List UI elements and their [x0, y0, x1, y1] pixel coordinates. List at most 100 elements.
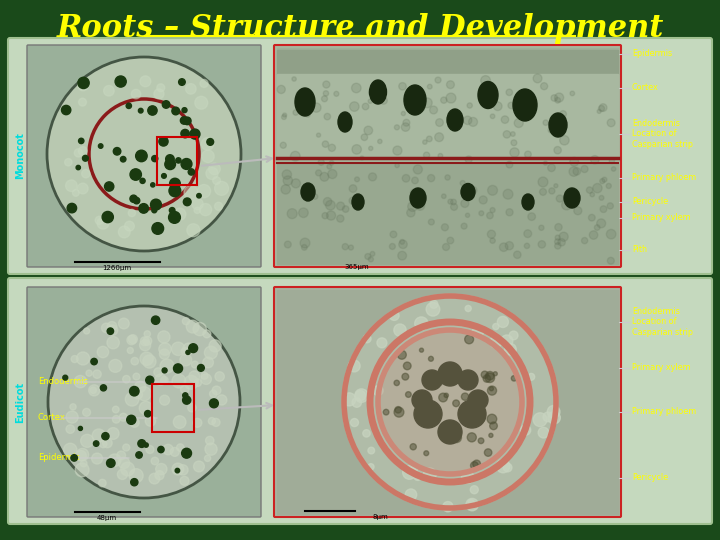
- Circle shape: [407, 208, 415, 217]
- Circle shape: [212, 177, 220, 185]
- Circle shape: [349, 197, 356, 204]
- Circle shape: [501, 335, 513, 347]
- Ellipse shape: [301, 183, 315, 201]
- Circle shape: [320, 172, 329, 181]
- Circle shape: [472, 326, 484, 338]
- Circle shape: [152, 156, 158, 161]
- Circle shape: [369, 88, 378, 97]
- Circle shape: [363, 430, 370, 437]
- Circle shape: [600, 206, 607, 213]
- Circle shape: [138, 109, 143, 113]
- Circle shape: [204, 346, 217, 359]
- Circle shape: [172, 463, 184, 475]
- Circle shape: [97, 217, 109, 229]
- Circle shape: [337, 215, 344, 222]
- Circle shape: [435, 77, 441, 83]
- Circle shape: [510, 132, 516, 136]
- Circle shape: [150, 199, 161, 210]
- Circle shape: [315, 170, 322, 176]
- Circle shape: [441, 194, 446, 199]
- Circle shape: [156, 463, 167, 475]
- Circle shape: [558, 239, 565, 246]
- Circle shape: [590, 231, 598, 239]
- Circle shape: [514, 118, 523, 127]
- Circle shape: [300, 238, 310, 248]
- Circle shape: [175, 468, 179, 473]
- Circle shape: [328, 144, 336, 151]
- Circle shape: [518, 103, 524, 109]
- Circle shape: [445, 175, 450, 180]
- Circle shape: [76, 450, 86, 461]
- Circle shape: [505, 343, 516, 355]
- Circle shape: [107, 428, 119, 440]
- Circle shape: [470, 187, 477, 194]
- Circle shape: [462, 393, 469, 400]
- Circle shape: [120, 157, 126, 162]
- Circle shape: [557, 195, 563, 202]
- Ellipse shape: [295, 88, 315, 116]
- FancyBboxPatch shape: [274, 287, 621, 517]
- Circle shape: [145, 376, 154, 384]
- Circle shape: [423, 98, 432, 108]
- Circle shape: [451, 199, 456, 205]
- Circle shape: [166, 155, 174, 163]
- Circle shape: [158, 331, 170, 343]
- Circle shape: [493, 372, 498, 376]
- Circle shape: [405, 489, 417, 501]
- Circle shape: [598, 105, 605, 111]
- Circle shape: [351, 83, 361, 93]
- Circle shape: [543, 120, 549, 125]
- Circle shape: [597, 219, 606, 228]
- Circle shape: [178, 465, 188, 475]
- Circle shape: [397, 350, 406, 359]
- Circle shape: [186, 84, 196, 94]
- Circle shape: [426, 136, 432, 142]
- Circle shape: [390, 231, 397, 238]
- Circle shape: [323, 198, 332, 206]
- Ellipse shape: [513, 89, 537, 121]
- Circle shape: [119, 318, 129, 329]
- Text: Endodermis
Location of
Casparian strip: Endodermis Location of Casparian strip: [632, 307, 693, 337]
- Circle shape: [447, 237, 454, 244]
- Bar: [277, 48, 618, 264]
- Circle shape: [541, 83, 548, 90]
- Circle shape: [299, 208, 308, 218]
- Circle shape: [534, 413, 547, 427]
- Circle shape: [91, 453, 102, 464]
- Circle shape: [184, 198, 191, 206]
- Circle shape: [131, 478, 138, 486]
- Circle shape: [161, 173, 166, 178]
- Circle shape: [485, 373, 495, 382]
- Circle shape: [423, 140, 427, 144]
- Ellipse shape: [522, 194, 534, 210]
- FancyBboxPatch shape: [27, 45, 261, 267]
- Circle shape: [599, 195, 604, 200]
- Circle shape: [548, 411, 560, 424]
- Circle shape: [107, 336, 120, 349]
- Circle shape: [117, 451, 125, 460]
- Circle shape: [323, 81, 330, 88]
- Circle shape: [508, 102, 515, 109]
- Circle shape: [582, 238, 588, 244]
- Circle shape: [481, 371, 488, 379]
- Circle shape: [139, 204, 148, 213]
- Circle shape: [202, 150, 215, 163]
- Circle shape: [159, 137, 168, 146]
- Circle shape: [128, 210, 135, 217]
- Circle shape: [466, 498, 478, 511]
- Circle shape: [378, 330, 522, 474]
- Circle shape: [78, 146, 87, 156]
- Ellipse shape: [478, 82, 498, 109]
- Circle shape: [86, 370, 92, 376]
- Circle shape: [97, 346, 109, 357]
- Circle shape: [441, 224, 449, 231]
- Circle shape: [199, 204, 212, 215]
- Circle shape: [169, 185, 181, 197]
- Circle shape: [104, 85, 114, 96]
- Circle shape: [293, 110, 299, 115]
- Circle shape: [95, 216, 103, 225]
- Bar: [157, 137, 197, 185]
- Circle shape: [78, 98, 86, 106]
- Circle shape: [559, 111, 567, 117]
- Circle shape: [415, 201, 425, 210]
